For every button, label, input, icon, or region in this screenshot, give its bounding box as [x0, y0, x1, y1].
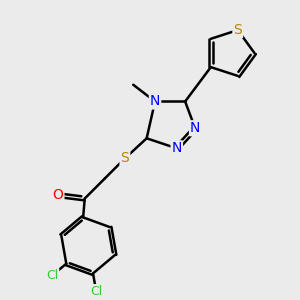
- Text: N: N: [172, 141, 182, 155]
- Text: Cl: Cl: [90, 285, 102, 298]
- Text: S: S: [121, 152, 129, 165]
- Text: Cl: Cl: [46, 269, 58, 282]
- Text: N: N: [190, 121, 200, 135]
- Text: N: N: [150, 94, 160, 109]
- Text: S: S: [233, 23, 242, 37]
- Text: O: O: [52, 188, 63, 202]
